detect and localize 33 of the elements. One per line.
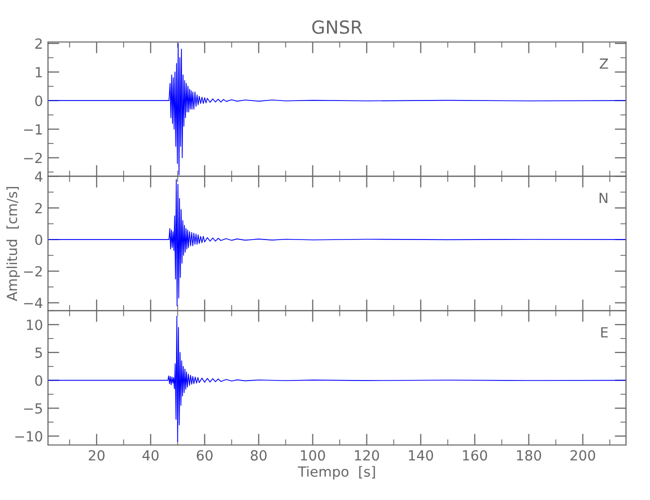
x-tick-label: 20 <box>88 450 105 461</box>
annotation: E <box>601 327 608 338</box>
y-axis-title: Amplitud [cm/s] <box>6 187 20 302</box>
y-tick-label: 2 <box>35 202 42 214</box>
x-tick-label: 40 <box>142 450 159 461</box>
y-tick-label: 0 <box>35 96 42 106</box>
y-tick-label: −2 <box>24 266 42 276</box>
y-tick-label: −5 <box>24 403 42 414</box>
x-tick-label: 180 <box>517 450 542 461</box>
chart-title: GNSR <box>312 20 362 34</box>
y-tick-label: −2 <box>24 152 42 164</box>
y-tick-label: −1 <box>24 124 42 134</box>
x-tick-label: 160 <box>463 450 488 461</box>
line-series <box>48 316 626 442</box>
x-tick-label: 60 <box>196 450 213 461</box>
x-axis-title: Tiempo [s] <box>298 466 375 480</box>
y-tick-label: 4 <box>34 171 42 182</box>
line-series <box>48 179 626 306</box>
x-tick-label: 120 <box>354 450 380 461</box>
annotation: Z <box>600 58 608 69</box>
annotation: N <box>600 192 608 204</box>
y-tick-label: −10 <box>15 431 42 442</box>
y-tick-label: 10 <box>26 320 42 330</box>
x-tick-label: 140 <box>409 450 434 461</box>
y-tick-label: 5 <box>35 348 42 358</box>
x-tick-label: 200 <box>570 450 596 461</box>
y-tick-label: 2 <box>35 38 42 49</box>
y-tick-label: −4 <box>24 298 42 308</box>
y-tick-label: 0 <box>35 375 42 386</box>
x-tick-label: 100 <box>300 450 326 461</box>
y-tick-label: 0 <box>35 234 42 246</box>
y-tick-label: 1 <box>36 67 42 78</box>
x-tick-label: 80 <box>250 450 267 461</box>
